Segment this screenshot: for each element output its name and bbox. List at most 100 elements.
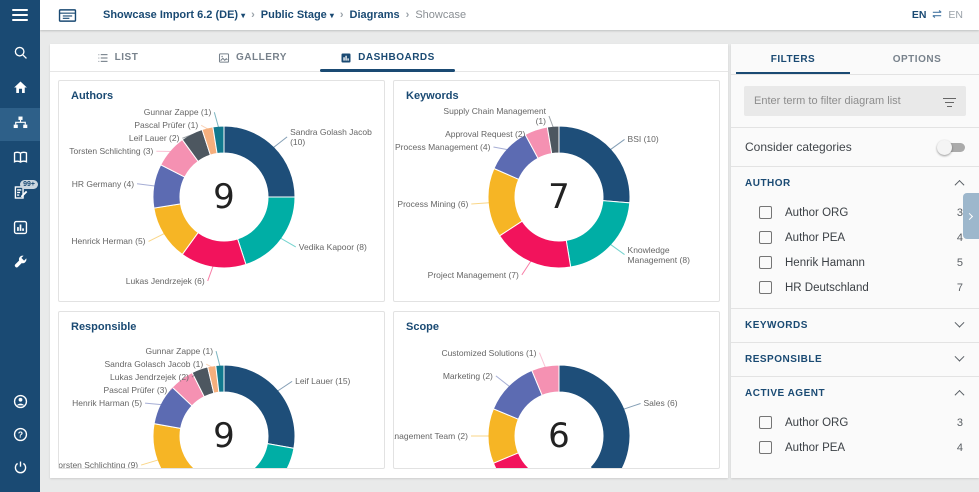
chart-title: Keywords	[406, 90, 459, 102]
language-switcher[interactable]: EN EN	[912, 9, 963, 22]
donut-slice[interactable]	[559, 466, 609, 469]
label-leader-line	[206, 363, 213, 368]
svg-text:?: ?	[17, 429, 22, 439]
tasks-icon	[12, 184, 29, 206]
tab-dashboards[interactable]: DASHBOARDS	[320, 44, 455, 72]
label-leader-line	[471, 202, 490, 205]
tab-label: LIST	[114, 52, 139, 63]
label-leader-line	[140, 459, 159, 466]
donut-center-count: 9	[213, 416, 235, 456]
label-leader-line	[623, 402, 641, 410]
filter-tab-options[interactable]: OPTIONS	[892, 53, 942, 65]
donut-slice[interactable]	[531, 364, 560, 397]
section-header[interactable]: KEYWORDS	[731, 309, 979, 342]
sidebar-item-search[interactable]	[0, 38, 40, 71]
tab-gallery[interactable]: GALLERY	[185, 44, 320, 71]
donut-center-count: 6	[548, 416, 570, 456]
label-leader-line	[610, 244, 625, 255]
filter-option-label: Author ORG	[785, 416, 849, 429]
user-icon	[12, 393, 29, 415]
label-leader-line	[528, 130, 537, 135]
filter-option-count: 3	[956, 206, 963, 219]
top-bar: Showcase Import 6.2 (DE) ▾ › Public Stage ▾ ›…	[40, 0, 979, 30]
checkbox[interactable]	[759, 256, 772, 269]
checkbox[interactable]	[759, 206, 772, 219]
filter-section-active-agent: ACTIVE AGENT Author ORG 3 Author PEA 4	[731, 376, 979, 468]
repository-icon[interactable]	[58, 8, 77, 23]
sidebar-item-home[interactable]	[0, 73, 40, 106]
breadcrumb-separator: ›	[251, 9, 255, 21]
sidebar-item-diagrams[interactable]	[0, 108, 40, 141]
checkbox[interactable]	[759, 441, 772, 454]
breadcrumb-item[interactable]: Diagrams	[349, 9, 400, 21]
sidebar-item-help[interactable]: ?	[0, 420, 40, 453]
label-leader-line	[521, 260, 532, 276]
donut-slice[interactable]	[565, 200, 631, 268]
section-header[interactable]: AUTHOR	[731, 167, 979, 200]
section-header[interactable]: RESPONSIBLE	[731, 343, 979, 376]
filter-option-count: 4	[956, 231, 963, 244]
chevron-up-icon	[954, 389, 965, 400]
dashboards-panel: LIST GALLERY DASHBOARDS Authors 9 Sandra Gol…	[50, 44, 728, 478]
checkbox[interactable]	[759, 281, 772, 294]
sidebar-item-reports[interactable]	[0, 213, 40, 246]
filter-tab-filters[interactable]: FILTERS	[731, 44, 855, 74]
label-leader-line	[148, 233, 165, 242]
section-header[interactable]: ACTIVE AGENT	[731, 377, 979, 410]
filter-search-input[interactable]	[754, 95, 943, 107]
tools-icon	[12, 254, 29, 276]
donut-chart	[140, 351, 296, 469]
sidebar-item-tasks[interactable]: 99+	[0, 178, 40, 211]
label-leader-line	[493, 146, 508, 151]
filter-option-row[interactable]: Author ORG 3	[731, 200, 979, 225]
sidebar-item-catalog[interactable]	[0, 143, 40, 176]
catalog-icon	[12, 149, 29, 171]
donut-slice[interactable]	[152, 423, 196, 469]
breadcrumb-item: Showcase	[415, 9, 467, 21]
tasks-count-badge: 99+	[20, 180, 38, 189]
chevron-right-icon	[965, 212, 974, 220]
chevron-down-icon	[954, 351, 965, 362]
breadcrumb-separator: ›	[339, 9, 344, 21]
filter-option-row[interactable]: Author ORG 3	[731, 410, 979, 435]
filter-option-row[interactable]: Author PEA 4	[731, 225, 979, 250]
filter-option-count: 5	[956, 256, 963, 269]
donut-center-count: 9	[213, 177, 235, 217]
section-title: KEYWORDS	[745, 320, 808, 331]
filter-icon	[943, 95, 956, 107]
filter-option-count: 7	[956, 281, 963, 294]
filter-option-label: Author PEA	[785, 441, 846, 454]
label-leader-line	[169, 379, 183, 391]
sidebar-item-tools[interactable]	[0, 248, 40, 281]
filter-option-row[interactable]: HR Deutschland 7	[731, 275, 979, 300]
donut-chart	[471, 352, 641, 469]
sidebar-item-logout[interactable]	[0, 453, 40, 486]
donut-slice[interactable]	[212, 125, 225, 155]
chevron-down-icon: ▾	[329, 10, 334, 20]
breadcrumb-separator: ›	[405, 9, 410, 21]
filter-option-row[interactable]: Author PEA 4	[731, 435, 979, 460]
donut-slice[interactable]	[546, 125, 560, 155]
chevron-down-icon: ▾	[241, 10, 246, 20]
consider-categories-toggle[interactable]	[937, 140, 965, 155]
sidebar-item-user[interactable]	[0, 387, 40, 420]
filter-option-count: 4	[956, 441, 963, 454]
chart-title: Scope	[406, 321, 440, 333]
checkbox[interactable]	[759, 416, 772, 429]
menu-button[interactable]	[0, 0, 40, 30]
breadcrumb-item[interactable]: Showcase Import 6.2 (DE) ▾	[103, 9, 246, 21]
charts-grid: Authors 9 Sandra Golash Jacob (10) Vedika K…	[50, 72, 728, 469]
filter-tabs: FILTERS OPTIONS	[731, 44, 979, 74]
checkbox[interactable]	[759, 231, 772, 244]
list-icon	[97, 52, 109, 64]
breadcrumb-item[interactable]: Public Stage ▾	[260, 9, 334, 21]
donut-slice[interactable]	[558, 364, 631, 469]
panel-expand-handle[interactable]	[963, 193, 979, 239]
donut-slice[interactable]	[215, 364, 225, 393]
filter-option-row[interactable]: Henrik Hamann 5	[731, 250, 979, 275]
label-leader-line	[136, 183, 155, 187]
tab-list[interactable]: LIST	[50, 44, 185, 71]
donut-slice[interactable]	[236, 196, 296, 266]
tab-label: DASHBOARDS	[358, 52, 435, 63]
donut-slice[interactable]	[234, 443, 295, 469]
